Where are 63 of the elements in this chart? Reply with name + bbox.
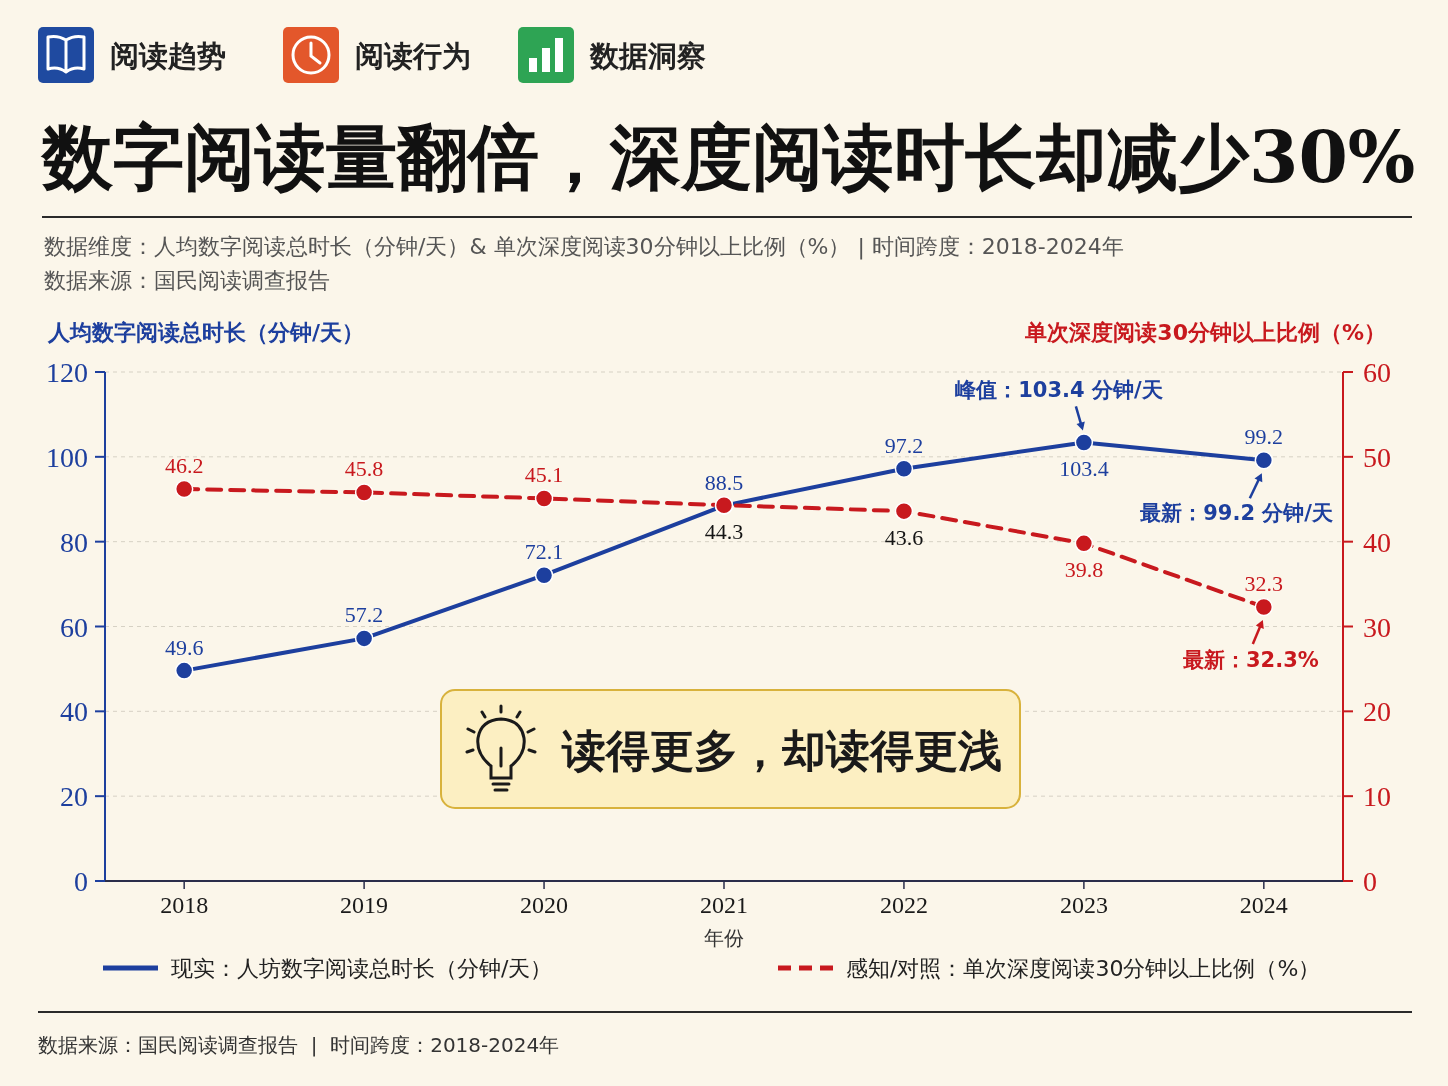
data-label: 88.5: [704, 469, 744, 495]
y2-tick-label: 50: [1363, 441, 1391, 473]
x-tick-label: 2023: [1059, 892, 1108, 918]
data-label: 103.4: [1059, 456, 1109, 482]
y2-tick-label: 30: [1363, 611, 1391, 643]
legend-label: 感知/对照：单次深度阅读30分钟以上比例（%）: [846, 956, 1321, 981]
point: [174, 479, 194, 499]
annotation: 读得更多，却读得更浅: [561, 725, 1002, 776]
data-label: 45.8: [344, 456, 384, 482]
point: [1074, 534, 1094, 553]
source-note: 数据来源：国民阅读调查报告: [44, 268, 330, 293]
point: [534, 565, 554, 585]
y-tick-label: 0: [74, 866, 88, 897]
data-label: 43.6: [884, 525, 924, 551]
y-tick-label: 120: [46, 357, 88, 388]
annotation: 最新：32.3%: [1181, 647, 1319, 672]
x-tick-label: 2018: [160, 892, 209, 918]
x-axis-title: 年份: [704, 926, 744, 950]
y-tick-label: 100: [46, 441, 88, 473]
chart-subtitle: 数据维度：人均数字阅读总时长（分钟/天）& 单次深度阅读30分钟以上比例（%） | 时间跨度：2018-2024年: [44, 234, 1124, 260]
legend-label: 现实：人坊数字阅读总时长（分钟/天）: [171, 956, 553, 981]
annotation: 峰值：103.4 分钟/天: [955, 378, 1163, 403]
point: [174, 661, 194, 680]
x-tick-label: 2021: [700, 892, 748, 918]
y-tick-label: 80: [60, 526, 88, 558]
y2-tick-label: 40: [1363, 526, 1391, 558]
y-tick-label: 20: [60, 781, 88, 813]
data-label: 32.3: [1244, 570, 1284, 596]
data-label: 72.1: [524, 539, 564, 565]
y2-axis-title: 单次深度阅读30分钟以上比例（%）: [1024, 320, 1386, 345]
data-label: 39.8: [1064, 557, 1104, 583]
x-tick-label: 2024: [1239, 892, 1288, 918]
point: [534, 489, 554, 508]
data-label: 99.2: [1244, 424, 1284, 450]
point: [1254, 597, 1274, 617]
data-label: 97.2: [884, 432, 924, 458]
y2-tick-label: 20: [1363, 696, 1391, 728]
data-label: 46.2: [164, 453, 204, 479]
point: [894, 459, 914, 478]
y-tick-label: 60: [60, 611, 88, 643]
text: 数据洞察: [589, 39, 706, 73]
y-axis-title: 人均数字阅读总时长（分钟/天）: [47, 320, 365, 345]
y2-tick-label: 0: [1363, 866, 1377, 897]
source-note: 数据来源：国民阅读调查报告 | 时间跨度：2018-2024年: [38, 1033, 560, 1057]
y2-tick-label: 10: [1363, 781, 1391, 813]
point: [354, 629, 374, 648]
data-label: 44.3: [704, 519, 744, 545]
point: [1254, 450, 1274, 470]
x-tick-label: 2020: [520, 892, 569, 918]
y-tick-label: 40: [60, 696, 88, 728]
data-label: 49.6: [164, 634, 204, 660]
point: [1074, 433, 1094, 452]
x-tick-label: 2022: [879, 892, 928, 918]
chart-title: 数字阅读量翻倍，深度阅读时长却减少30%: [40, 115, 1416, 199]
point: [894, 501, 914, 521]
x-tick-label: 2019: [340, 892, 389, 918]
data-label: 45.1: [524, 462, 564, 488]
data-label: 57.2: [344, 602, 384, 628]
text: 阅读行为: [355, 39, 471, 73]
annotation: 最新：99.2 分钟/天: [1139, 501, 1333, 526]
point: [354, 483, 374, 502]
y2-tick-label: 60: [1363, 357, 1391, 388]
text: 阅读趋势: [110, 39, 226, 73]
